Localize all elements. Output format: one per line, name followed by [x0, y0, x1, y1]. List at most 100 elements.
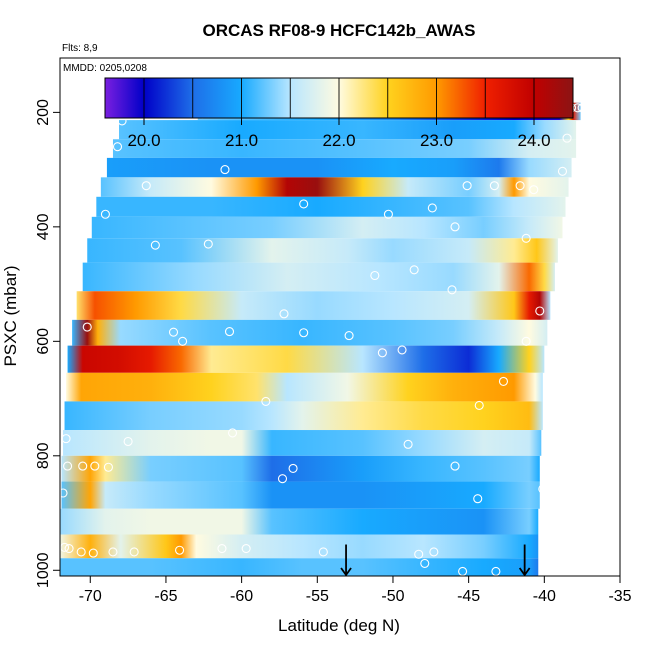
pressure-band [60, 534, 539, 559]
x-tick-label: -65 [154, 588, 177, 605]
y-tick-label: 400 [35, 213, 52, 240]
sample-point [498, 376, 509, 386]
sample-point [224, 327, 235, 337]
x-tick-label: -45 [457, 588, 480, 605]
sample-point [535, 306, 545, 316]
sample-point [288, 463, 298, 473]
y-axis-label: PSXC (mbar) [1, 265, 20, 366]
sample-point [403, 439, 413, 449]
pressure-band [60, 508, 539, 535]
sample-point [521, 336, 531, 346]
sample-point [63, 461, 73, 471]
sample-point [556, 325, 566, 335]
sample-point [227, 428, 238, 438]
sample-point [178, 336, 188, 346]
x-axis-label: Latitude (deg N) [278, 616, 400, 635]
sample-point [88, 548, 98, 558]
sample-point [59, 542, 70, 552]
sample-point [141, 181, 151, 191]
sample-point [447, 285, 457, 295]
pressure-band [66, 372, 543, 402]
axes: -70 -65 -60 -55 -50 -45 -40 -35 200 400 600 800 1000 [35, 99, 632, 605]
arrow-head [340, 567, 352, 577]
sample-point [450, 461, 460, 471]
pressure-band [112, 139, 577, 158]
sample-point [409, 265, 419, 275]
colorbar: 20.0 21.0 22.0 23.0 24.0 [104, 77, 574, 150]
pressure-band [64, 401, 543, 431]
sample-point [557, 166, 568, 176]
sample-point [573, 103, 583, 113]
sample-point [427, 203, 437, 213]
pressure-band [63, 430, 542, 456]
sample-point [241, 543, 251, 554]
pressure-band [61, 455, 540, 482]
sample-point [344, 331, 354, 341]
sample-point [261, 396, 271, 406]
sample-point [123, 436, 133, 447]
sample-point [108, 547, 118, 557]
sample-point [377, 348, 387, 358]
sample-point [103, 462, 113, 472]
sample-point [64, 543, 74, 554]
sample-point [220, 165, 230, 175]
pressure-band [87, 238, 558, 263]
sample-point [542, 568, 552, 578]
sample-point [491, 566, 501, 576]
sample-point [175, 545, 185, 555]
pressure-band [72, 319, 548, 346]
x-tick-label: -40 [533, 588, 556, 605]
location-arrows [340, 544, 531, 577]
pressure-band [67, 345, 545, 373]
sample-point [562, 133, 572, 143]
sample-point [473, 494, 483, 504]
sample-point [515, 181, 525, 191]
sample-point [429, 547, 439, 557]
sample-point [150, 240, 160, 250]
pressure-band [61, 481, 540, 509]
x-tick-label: -50 [381, 588, 404, 605]
x-tick-label: -35 [608, 588, 631, 605]
sample-point [397, 345, 407, 355]
sample-point [318, 547, 328, 557]
sample-point [450, 222, 460, 232]
sample-point [217, 543, 227, 554]
sample-point [414, 549, 424, 559]
colorbar-tick-label: 23.0 [420, 131, 453, 150]
sample-point [279, 309, 289, 319]
plot-border [59, 57, 621, 577]
y-tick-label: 800 [35, 442, 52, 469]
pressure-band [76, 291, 551, 320]
sample-point [577, 103, 587, 113]
sample-point [538, 484, 548, 494]
pressure-band [82, 262, 555, 292]
sample-point [420, 558, 430, 568]
x-tick-label: -55 [306, 588, 329, 605]
y-tick-label: 1000 [35, 552, 52, 588]
sample-point [203, 239, 213, 249]
pressure-band [96, 196, 566, 217]
sample-point [129, 547, 139, 557]
colorbar-tick-label: 21.0 [225, 131, 258, 150]
sample-point [76, 547, 86, 557]
colorbar-tick-label: 22.0 [322, 131, 355, 150]
sample-point [90, 461, 100, 471]
pressure-band [100, 177, 569, 197]
sample-point [168, 327, 179, 337]
dates-note: MMDD: 0205,0208 [63, 63, 147, 74]
sample-point [383, 209, 393, 219]
sample-point [78, 461, 88, 471]
sample-point [112, 142, 123, 152]
sample-point [61, 434, 71, 444]
sample-point [82, 322, 92, 332]
sample-point [529, 185, 539, 195]
pressure-band [106, 157, 572, 178]
x-tick-label: -60 [230, 588, 253, 605]
sample-point [277, 474, 288, 484]
colorbar-tick-label: 24.0 [517, 131, 550, 150]
sample-point [58, 488, 68, 498]
pressure-bands [60, 102, 581, 576]
pressure-band [91, 216, 563, 239]
pressure-band [60, 558, 539, 576]
